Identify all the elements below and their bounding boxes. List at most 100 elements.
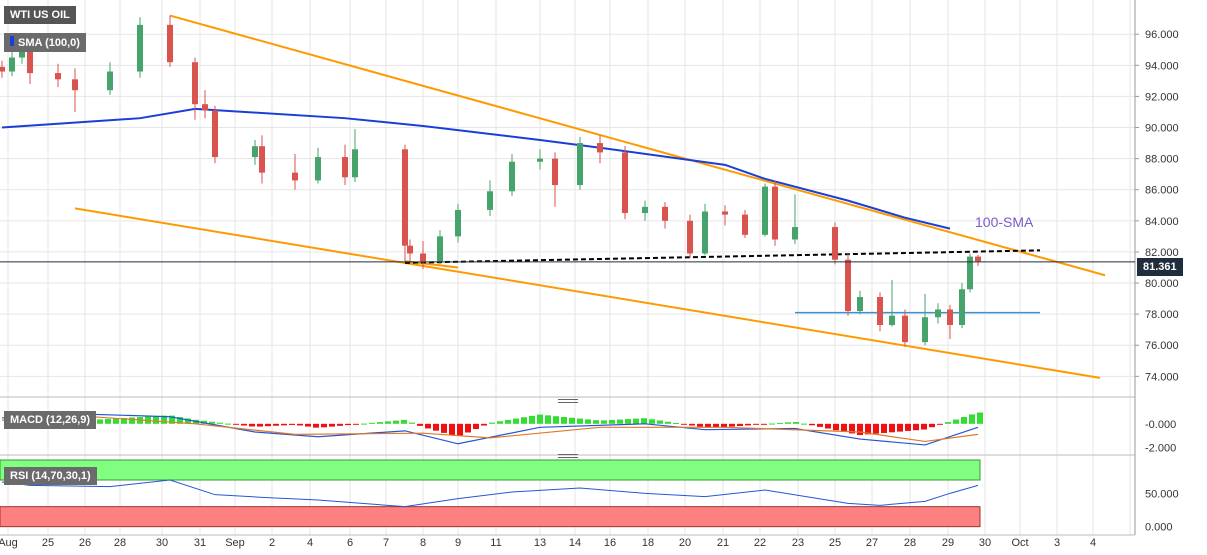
candle-body: [577, 143, 583, 186]
candle-body: [722, 211, 728, 215]
candle-body: [935, 309, 941, 318]
macd-histogram-bar: [529, 415, 535, 424]
candle-body: [845, 259, 851, 312]
x-tick-label: 28: [114, 537, 126, 549]
x-tick-label: 28: [904, 537, 916, 549]
macd-histogram-bar: [113, 418, 119, 424]
candle-body: [407, 245, 413, 254]
candle-body: [832, 227, 838, 260]
macd-histogram-bar: [969, 414, 975, 424]
macd-histogram-bar: [913, 423, 919, 431]
macd-histogram-bar: [177, 417, 183, 424]
macd-histogram-bar: [353, 423, 359, 425]
candle-body: [597, 143, 603, 153]
x-tick-label: 3: [1054, 537, 1060, 549]
panel-resize-handle[interactable]: [558, 399, 578, 400]
candle-body: [622, 152, 628, 214]
y-tick-label: 78.000: [1145, 309, 1179, 321]
y-tick-label: 90.000: [1145, 123, 1179, 135]
macd-histogram-bar: [441, 423, 447, 433]
candle-body: [947, 309, 953, 326]
macd-histogram-bar: [329, 423, 335, 427]
x-tick-label: 20: [679, 537, 691, 549]
trendline-lower-channel: [74, 207, 1101, 379]
macd-histogram-bar: [97, 419, 103, 424]
candle-body: [292, 172, 298, 181]
macd-histogram-bar: [625, 419, 631, 424]
macd-histogram-bar: [433, 423, 439, 431]
x-tick-label: 31: [194, 537, 206, 549]
rsi-y-tick-label: 50.000: [1145, 488, 1179, 500]
macd-histogram-bar: [921, 423, 927, 430]
macd-histogram-bar: [225, 423, 231, 425]
x-tick-label: 26: [79, 537, 91, 549]
candle-body: [877, 297, 883, 326]
macd-histogram-bar: [321, 423, 327, 428]
rsi-line: [1, 479, 979, 508]
candle-body: [959, 289, 965, 326]
candle-body: [0, 66, 5, 72]
macd-histogram-bar: [585, 419, 591, 424]
macd-histogram-bar: [697, 423, 703, 427]
macd-histogram-bar: [217, 422, 223, 424]
panel-resize-handle[interactable]: [558, 457, 578, 458]
y-tick-label: 84.000: [1145, 216, 1179, 228]
x-tick-label: 14: [569, 537, 581, 549]
macd-histogram-bar: [105, 418, 111, 424]
candle-body: [792, 227, 798, 240]
macd-histogram-bar: [361, 423, 367, 425]
rsi-zones: [0, 459, 981, 528]
candle-body: [137, 24, 143, 72]
macd-histogram-bar: [385, 421, 391, 424]
macd-histogram-bar: [833, 423, 839, 431]
candle-body: [552, 158, 558, 186]
candle-body: [975, 256, 981, 262]
candle-body: [455, 209, 461, 237]
x-tick-label: 2: [269, 537, 275, 549]
sma-legend-label: SMA (100,0): [18, 37, 80, 49]
x-tick-label: Oct: [1011, 537, 1028, 549]
candle-body: [922, 317, 928, 343]
candle-body: [889, 315, 895, 326]
candle-body: [902, 315, 908, 343]
macd-histogram-bar: [377, 422, 383, 424]
x-tick-label: 16: [604, 537, 616, 549]
candle-body: [537, 158, 543, 162]
macd-histogram-bar: [785, 422, 791, 424]
rsi-oversold-zone: [0, 506, 981, 528]
candle-body: [642, 206, 648, 214]
x-tick-label: Sep: [225, 537, 245, 549]
macd-histogram-bar: [649, 419, 655, 424]
candle-body: [192, 62, 198, 105]
macd-histogram-bar: [425, 423, 431, 429]
macd-y-tick-label: -2.000: [1145, 442, 1176, 454]
macd-histogram-bar: [129, 417, 135, 424]
candle-body: [72, 79, 78, 91]
macd-histogram-bar: [633, 418, 639, 424]
candle-body: [487, 191, 493, 210]
y-tick-label: 92.000: [1145, 91, 1179, 103]
macd-histogram-bar: [609, 419, 615, 424]
macd-histogram-bar: [297, 423, 303, 426]
rsi-panel: [1, 479, 979, 508]
candle-body: [967, 256, 973, 290]
candle-body: [167, 24, 173, 63]
panel-resize-handle[interactable]: [558, 454, 578, 455]
candle-body: [402, 149, 408, 246]
macd-histogram-bar: [401, 419, 407, 424]
macd-histogram-bar: [121, 417, 127, 424]
macd-histogram-bar: [961, 416, 967, 424]
candle-body: [437, 236, 443, 262]
macd-histogram-bar: [593, 420, 599, 424]
y-tick-label: 82.000: [1145, 247, 1179, 259]
rsi-legend: RSI (14,70,30,1): [4, 467, 97, 485]
macd-histogram-bar: [841, 423, 847, 432]
candle-body: [702, 211, 708, 254]
candle-body: [772, 186, 778, 240]
macd-histogram-bar: [465, 423, 471, 433]
candle-body: [259, 146, 265, 173]
panel-resize-handle[interactable]: [558, 402, 578, 403]
macd-histogram-bar: [977, 412, 983, 424]
macd-histogram-bar: [345, 423, 351, 426]
